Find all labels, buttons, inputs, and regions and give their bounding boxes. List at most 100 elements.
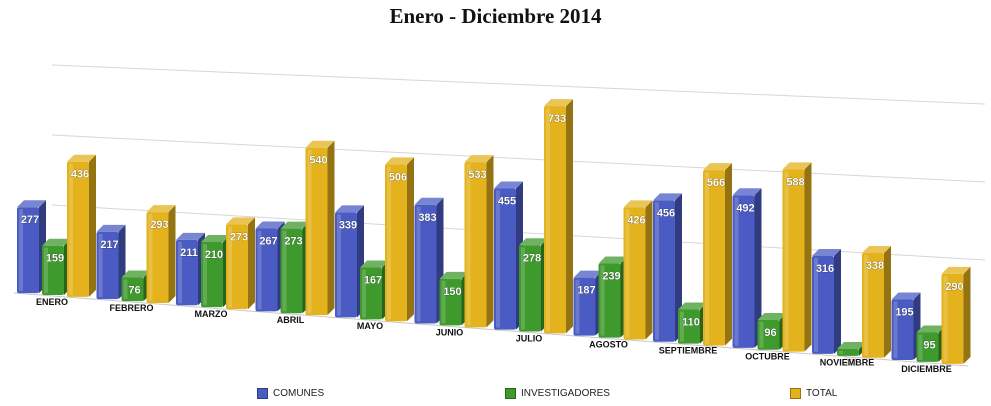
legend-item-comunes: COMUNES <box>257 386 324 400</box>
bar-highlight <box>625 209 630 338</box>
bar-comunes-octubre <box>732 195 755 348</box>
data-label: 506 <box>389 171 407 183</box>
data-label: 211 <box>180 247 198 259</box>
bar-top <box>255 221 285 229</box>
data-label: 436 <box>71 169 89 181</box>
bar-investigadores-diciembre <box>916 332 939 362</box>
category-label-junio: JUNIO <box>436 327 464 337</box>
legend-swatch-total <box>790 387 801 399</box>
bar-highlight <box>282 230 287 312</box>
bar-top <box>280 221 310 229</box>
bar-top <box>891 292 921 300</box>
data-label: 76 <box>128 285 140 297</box>
bar-highlight <box>307 149 312 314</box>
bar-highlight <box>814 257 818 352</box>
data-label: 566 <box>707 177 725 189</box>
bar-top <box>519 238 548 246</box>
category-label-abril: ABRIL <box>277 315 305 325</box>
data-label: 383 <box>418 212 436 224</box>
bar-investigadores-julio <box>519 245 541 332</box>
legend-item-total: TOTAL <box>790 386 837 400</box>
legend-label-comunes: COMUNES <box>273 387 325 399</box>
category-label-julio: JULIO <box>516 333 543 343</box>
bar-highlight <box>655 202 659 340</box>
data-label: 316 <box>816 263 834 275</box>
bar-top <box>941 266 971 274</box>
bar-top <box>916 325 946 333</box>
bar-top <box>782 162 812 170</box>
bar-top <box>544 99 573 107</box>
bar-top <box>623 200 653 208</box>
bar-top <box>121 270 151 278</box>
data-label: 533 <box>468 169 486 181</box>
legend-item-investigadores: INVESTIGADORES <box>505 386 610 400</box>
bar-top <box>360 260 389 268</box>
category-label-enero: ENERO <box>36 297 68 307</box>
bar-highlight <box>680 311 684 342</box>
bar-highlight <box>203 244 207 306</box>
data-label: 290 <box>945 281 963 293</box>
bar-total-enero <box>67 161 89 297</box>
bar-top <box>201 235 230 243</box>
bar-top <box>17 200 46 208</box>
bar-side <box>804 162 812 352</box>
bar-side <box>884 245 891 358</box>
bar-highlight <box>257 230 262 310</box>
bar-top <box>678 302 707 310</box>
data-label: 338 <box>866 260 884 272</box>
bar-total-marzo <box>226 224 248 310</box>
bar-top <box>305 140 335 148</box>
data-label: 426 <box>627 214 645 226</box>
bar-highlight <box>441 280 446 324</box>
bar-highlight <box>123 279 128 300</box>
bar-highlight <box>228 226 232 308</box>
data-label: 217 <box>100 239 118 251</box>
bar-highlight <box>784 171 789 350</box>
bar-investigadores-noviembre <box>837 348 859 356</box>
bar-investigadores-agosto <box>598 263 621 338</box>
bar-highlight <box>839 350 843 354</box>
data-label: 96 <box>764 327 776 339</box>
bar-comunes-mayo <box>335 212 357 318</box>
bar-highlight <box>466 164 471 326</box>
bar-investigadores-enero <box>42 245 64 295</box>
bar-side <box>327 140 335 316</box>
data-label: 239 <box>602 270 620 282</box>
data-label: 195 <box>895 307 913 319</box>
data-label: 733 <box>548 113 566 125</box>
bar-top <box>653 193 682 201</box>
data-label: 95 <box>923 339 935 351</box>
bar-investigadores-marzo <box>201 242 223 308</box>
bar-highlight <box>546 108 550 332</box>
gridline <box>51 134 986 183</box>
bar-top <box>812 248 841 256</box>
bar-total-abril <box>305 147 328 316</box>
legend-swatch-comunes <box>257 387 268 399</box>
bar-top <box>42 238 71 246</box>
bar-top <box>226 217 255 225</box>
data-label: 150 <box>443 286 461 298</box>
bar-investigadores-septiembre <box>678 309 700 344</box>
chart-title: Enero - Diciembre 2014 <box>389 4 602 28</box>
bar-highlight <box>19 209 23 292</box>
bar-comunes-enero <box>17 207 39 294</box>
bar-top <box>335 205 364 213</box>
bar-comunes-diciembre <box>891 299 914 360</box>
data-label: 110 <box>682 317 700 329</box>
bar-highlight <box>44 247 48 293</box>
bar-highlight <box>893 301 898 358</box>
bar-highlight <box>69 163 73 295</box>
bar-investigadores-abril <box>280 228 303 314</box>
bar-total-septiembre <box>703 170 725 346</box>
bar-comunes-agosto <box>573 277 596 336</box>
bar-side <box>754 188 762 348</box>
bar-highlight <box>864 254 868 356</box>
bar-side <box>486 155 494 328</box>
bar-comunes-marzo <box>176 239 198 306</box>
category-label-mayo: MAYO <box>357 321 383 331</box>
bar-top <box>732 188 762 196</box>
bar-investigadores-mayo <box>360 267 382 320</box>
bar-highlight <box>148 214 153 301</box>
data-label: 455 <box>498 196 516 208</box>
